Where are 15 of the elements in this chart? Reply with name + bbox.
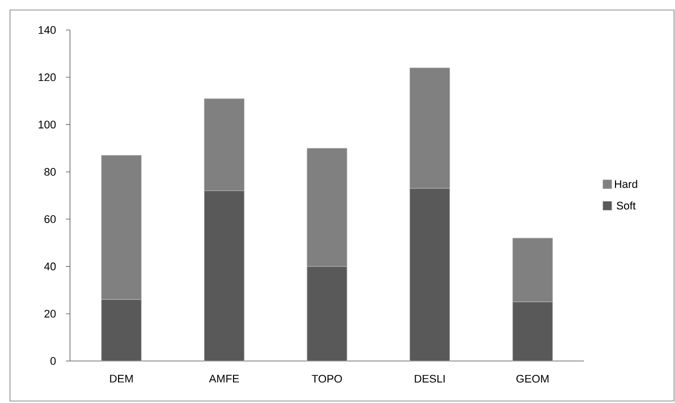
y-tick-label: 80	[44, 168, 56, 176]
x-tick-label: DEM	[110, 374, 133, 382]
legend-label: Hard	[615, 180, 638, 188]
y-tick-label: 140	[38, 26, 56, 34]
y-tick-label: 20	[44, 310, 56, 318]
y-tick-label: 120	[38, 73, 56, 82]
y-tick-label: 60	[44, 215, 56, 224]
x-tick-label: AMFE	[209, 374, 239, 382]
y-tick-label: 40	[44, 262, 56, 270]
x-tick-label: GEOM	[516, 374, 548, 383]
y-tick-label: 100	[38, 120, 56, 128]
x-tick-label: DESLI	[414, 374, 445, 383]
y-tick-label: 0	[50, 357, 56, 365]
x-tick-label: TOPO	[312, 374, 342, 383]
legend-label: Soft	[616, 202, 636, 210]
